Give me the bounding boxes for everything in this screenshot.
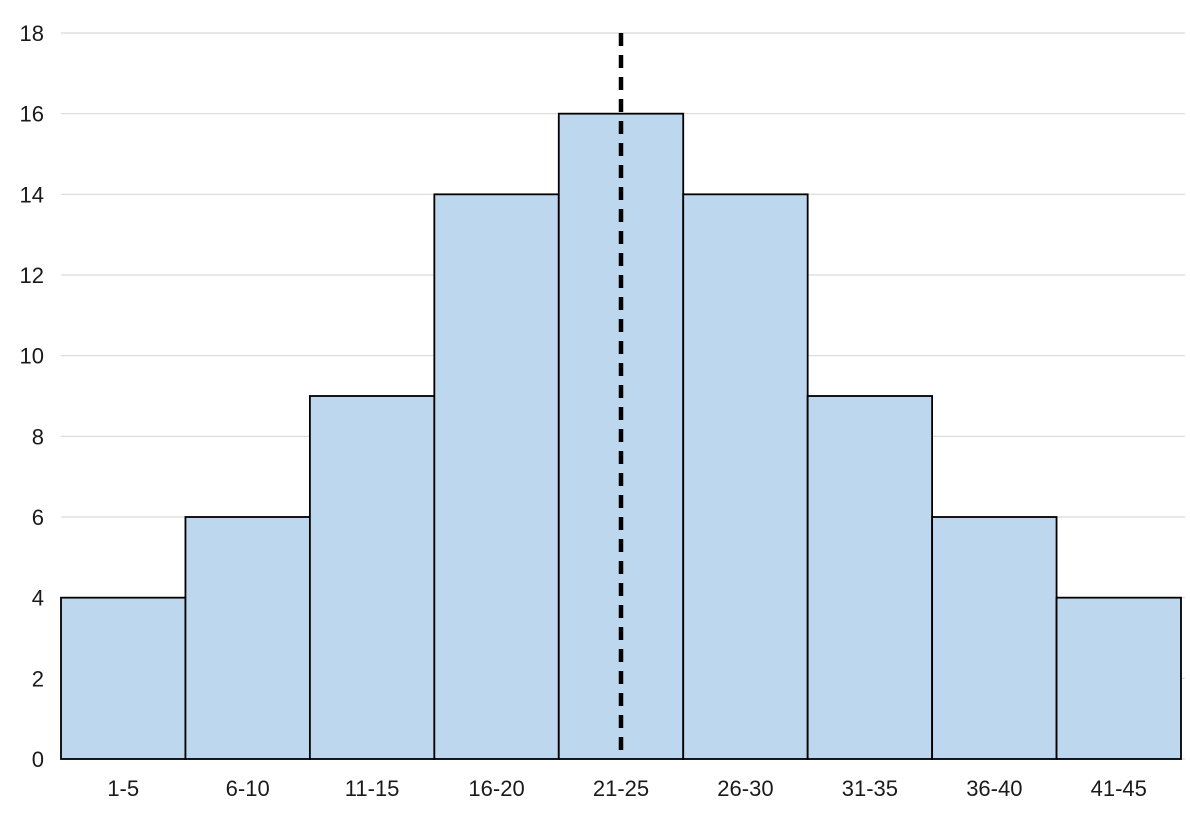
y-tick-label: 12 xyxy=(20,263,44,288)
y-tick-label: 6 xyxy=(32,505,44,530)
bar xyxy=(1055,596,1182,760)
bar xyxy=(806,395,934,760)
y-tick-label: 18 xyxy=(20,21,44,46)
bar xyxy=(184,516,311,760)
x-category-label: 1-5 xyxy=(107,776,139,801)
y-tick-label: 2 xyxy=(32,666,44,691)
y-tick-label: 10 xyxy=(20,344,44,369)
bar xyxy=(931,516,1058,760)
y-tick-label: 4 xyxy=(32,586,44,611)
x-category-label: 16-20 xyxy=(468,776,524,801)
bar xyxy=(433,193,560,760)
y-tick-label: 8 xyxy=(32,424,44,449)
x-category-label: 11-15 xyxy=(345,776,400,801)
x-category-label: 41-45 xyxy=(1091,776,1147,801)
bar xyxy=(308,395,436,760)
bar xyxy=(60,596,187,760)
y-tick-label: 0 xyxy=(32,747,44,772)
x-category-label: 21-25 xyxy=(593,776,649,801)
x-category-label: 31-35 xyxy=(842,776,898,801)
bar xyxy=(682,193,809,760)
x-category-label: 26-30 xyxy=(717,776,773,801)
x-category-label: 36-40 xyxy=(966,776,1022,801)
y-tick-label: 14 xyxy=(20,182,44,207)
y-tick-label: 16 xyxy=(20,102,44,127)
x-category-label: 6-10 xyxy=(226,776,270,801)
